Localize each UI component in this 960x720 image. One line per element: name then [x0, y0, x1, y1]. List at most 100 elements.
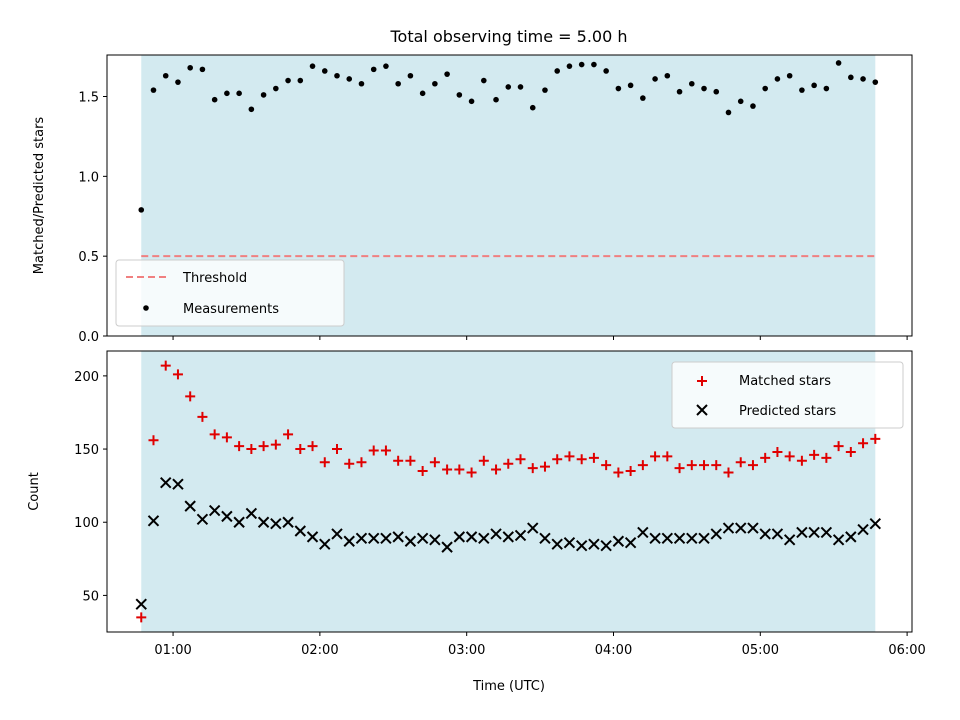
data-point	[234, 441, 245, 452]
x-axis-label: Time (UTC)	[472, 679, 545, 694]
data-point	[321, 68, 328, 74]
data-point	[612, 535, 625, 547]
data-point	[542, 87, 548, 93]
data-point	[383, 63, 389, 69]
data-point	[784, 451, 795, 462]
data-point	[502, 531, 514, 543]
y-axis-label: Matched/Predicted stars	[32, 117, 47, 275]
data-point	[737, 98, 744, 105]
data-point	[674, 463, 685, 474]
data-point	[771, 528, 784, 540]
data-point	[481, 77, 487, 84]
data-point	[444, 71, 450, 77]
data-point	[808, 526, 820, 539]
data-point	[478, 532, 490, 545]
data-point	[722, 522, 735, 534]
y-tick-label: 0.5	[78, 250, 99, 265]
data-point	[270, 439, 281, 450]
data-point	[576, 454, 587, 465]
data-point	[356, 457, 367, 468]
data-point	[367, 532, 380, 545]
data-point	[332, 444, 342, 455]
data-point	[772, 446, 783, 457]
legend-predicted-swatch	[696, 404, 708, 416]
data-point	[698, 532, 710, 545]
data-point	[750, 103, 756, 109]
data-point	[725, 109, 732, 116]
data-point	[869, 517, 882, 530]
data-point	[405, 455, 416, 466]
data-point	[832, 534, 845, 546]
data-point	[454, 464, 465, 475]
data-point	[493, 96, 499, 103]
legend: Matched stars Predicted stars	[671, 361, 904, 429]
data-point	[319, 457, 330, 468]
ratio-panel: 0.0 0.5 1.0 1.5 Matched/Predicted stars Thres…	[32, 54, 913, 345]
data-point	[331, 528, 343, 540]
data-point	[160, 477, 172, 489]
data-point	[465, 531, 478, 543]
data-point	[503, 458, 514, 469]
data-point	[578, 61, 585, 68]
legend-box	[115, 259, 345, 327]
data-point	[417, 466, 428, 477]
data-point	[196, 513, 209, 526]
data-point	[358, 80, 365, 87]
data-point	[515, 454, 526, 465]
data-point	[857, 523, 869, 536]
data-point	[588, 452, 599, 463]
data-point	[453, 531, 466, 543]
data-point	[344, 458, 355, 469]
data-point	[309, 63, 316, 69]
data-point	[735, 522, 747, 534]
data-point	[257, 516, 270, 528]
data-point	[162, 72, 169, 79]
data-point	[221, 510, 233, 523]
x-tick-label: 06:00	[888, 643, 925, 658]
data-point	[246, 444, 257, 455]
data-point	[747, 460, 758, 471]
data-point	[552, 454, 563, 465]
legend-predicted-label: Predicted stars	[739, 404, 836, 419]
data-point	[627, 82, 634, 89]
data-point	[209, 429, 220, 440]
data-point	[380, 532, 392, 545]
data-point	[551, 538, 563, 550]
data-point	[747, 522, 759, 534]
data-point	[185, 391, 196, 402]
data-point	[456, 92, 463, 98]
data-point	[624, 537, 637, 549]
data-point	[393, 455, 404, 466]
data-point	[673, 532, 686, 545]
data-point	[380, 445, 391, 456]
data-point	[184, 500, 196, 512]
legend-measurements-label: Measurements	[183, 302, 279, 317]
data-point	[662, 451, 673, 462]
y-tick-label: 50	[82, 589, 99, 604]
data-point	[283, 429, 294, 440]
data-point	[809, 449, 820, 460]
data-point	[429, 457, 440, 468]
data-point	[514, 529, 527, 542]
data-point	[282, 516, 294, 528]
x-tick-label: 04:00	[595, 643, 632, 658]
data-point	[199, 66, 206, 73]
legend-matched-label: Matched stars	[739, 374, 831, 389]
data-point	[723, 467, 734, 478]
legend-box	[671, 361, 904, 429]
data-point	[820, 526, 833, 539]
axes-frame	[106, 350, 913, 633]
data-point	[823, 85, 830, 92]
data-point	[505, 84, 512, 90]
data-point	[686, 460, 697, 471]
data-point	[175, 79, 181, 85]
data-point	[208, 504, 221, 517]
data-point	[591, 61, 597, 68]
data-point	[858, 438, 869, 449]
data-point	[260, 92, 267, 98]
data-point	[566, 63, 573, 69]
data-point	[664, 72, 671, 79]
data-point	[796, 526, 808, 539]
data-point	[138, 207, 145, 213]
data-point	[637, 460, 648, 471]
